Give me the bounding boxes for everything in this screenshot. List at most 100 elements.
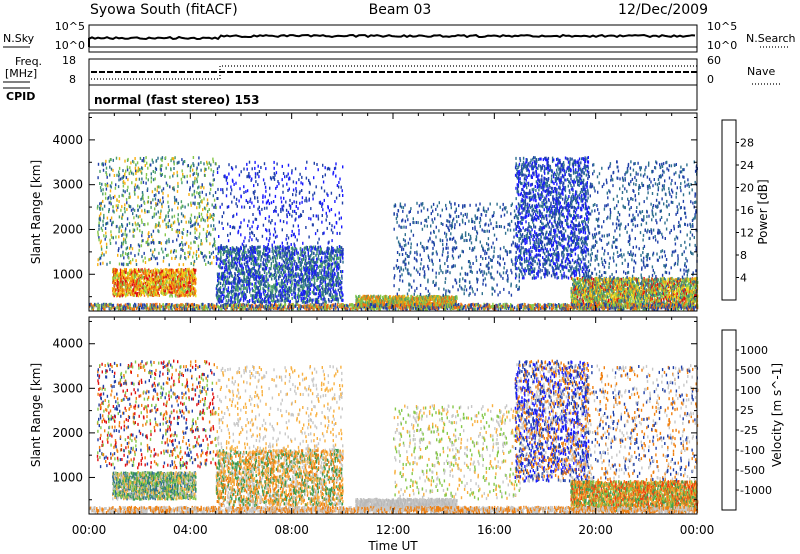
data-cell [218,300,220,304]
data-cell [182,160,185,164]
data-cell [247,276,249,280]
data-cell [180,289,182,293]
data-cell [245,267,247,271]
data-cell [155,159,158,163]
data-cell [255,295,258,299]
data-cell [251,254,253,258]
data-cell [164,289,166,293]
data-cell [288,296,290,300]
data-cell [317,254,320,258]
data-cell [181,241,183,244]
data-cell [198,156,200,160]
data-cell [311,283,313,287]
data-cell [318,201,321,205]
data-cell [126,217,129,221]
data-cell [193,240,195,244]
data-cell [139,167,141,171]
data-cell [393,300,395,304]
data-cell [250,247,252,251]
data-cell [160,289,162,293]
data-cell [101,182,103,186]
data-cell [263,288,266,292]
data-cell [340,246,343,250]
data-cell [223,290,225,294]
data-cell [261,234,264,238]
data-cell [256,248,258,252]
data-cell [304,262,306,266]
data-cell [220,188,222,192]
data-cell [279,293,282,297]
data-cell [289,290,291,294]
data-cell [160,174,162,177]
data-cell [120,229,123,233]
data-cell [305,245,308,249]
data-cell [392,298,395,302]
data-cell [304,199,306,203]
data-cell [141,255,143,259]
data-cell [209,216,211,219]
data-cell [296,264,298,268]
data-cell [305,295,308,299]
data-cell [265,258,267,262]
data-cell [240,257,242,261]
data-cell [267,278,269,282]
data-cell [276,234,278,238]
data-cell [155,293,157,297]
data-cell [157,223,160,227]
data-cell [146,239,149,243]
data-cell [227,295,230,299]
data-cell [181,181,183,185]
data-cell [99,206,102,210]
data-cell [271,243,273,247]
data-cell [182,271,184,274]
data-cell [292,271,294,275]
data-cell [104,237,106,241]
data-cell [137,204,139,208]
data-cell [176,228,178,232]
data-cell [376,298,379,302]
data-cell [153,272,155,276]
data-cell [156,293,159,297]
data-cell [129,229,131,233]
data-cell [303,300,305,304]
data-cell [105,187,108,191]
data-cell [188,270,190,273]
data-cell [276,162,278,166]
data-cell [189,186,191,190]
data-cell [270,272,273,276]
data-cell [291,250,293,254]
data-cell [123,277,125,281]
data-cell [245,265,247,269]
data-cell [323,231,325,235]
data-cell [333,274,335,278]
data-cell [146,269,149,273]
data-cell [184,293,186,297]
data-cell [293,295,295,299]
data-cell [300,262,302,266]
data-cell [315,260,317,264]
data-cell [162,282,164,286]
data-cell [97,230,99,234]
data-cell [128,171,131,175]
data-cell [280,266,283,270]
data-cell [103,204,106,208]
data-cell [197,174,199,178]
data-cell [279,289,282,293]
data-cell [160,276,162,280]
data-cell [228,261,230,265]
data-cell [140,204,143,208]
data-cell [360,300,363,304]
data-cell [153,255,155,259]
data-cell [116,286,119,290]
data-cell [192,156,195,159]
data-cell [245,190,247,194]
data-cell [201,252,203,255]
data-cell [149,270,152,273]
data-cell [196,216,199,220]
data-cell [280,285,282,289]
data-cell [127,157,129,161]
data-cell [294,292,297,296]
data-cell [228,298,230,302]
data-cell [215,247,217,251]
data-cell [114,276,117,280]
